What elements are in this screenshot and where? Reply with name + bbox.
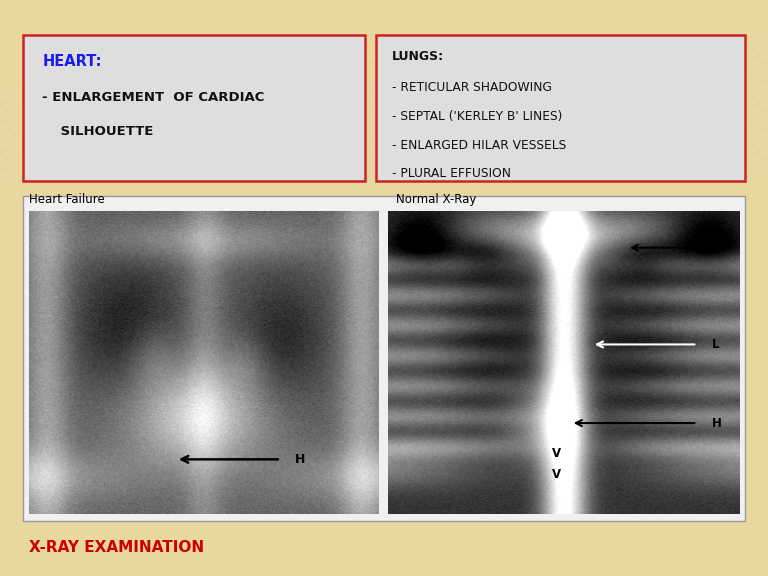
Text: C: C [715, 241, 723, 254]
Text: L: L [711, 338, 719, 351]
Text: V: V [552, 468, 561, 481]
FancyBboxPatch shape [23, 196, 745, 521]
Text: Heart Failure: Heart Failure [29, 193, 105, 206]
Text: - SEPTAL ('KERLEY B' LINES): - SEPTAL ('KERLEY B' LINES) [392, 110, 562, 123]
Text: X-RAY EXAMINATION: X-RAY EXAMINATION [29, 540, 204, 555]
Text: - ENLARGEMENT  OF CARDIAC: - ENLARGEMENT OF CARDIAC [42, 91, 265, 104]
Text: HEART:: HEART: [42, 54, 101, 69]
Text: V: V [552, 447, 561, 460]
FancyBboxPatch shape [23, 35, 365, 181]
Text: - PLURAL EFFUSION: - PLURAL EFFUSION [392, 168, 511, 180]
Text: - RETICULAR SHADOWING: - RETICULAR SHADOWING [392, 81, 551, 94]
Text: H: H [295, 453, 305, 466]
Text: H: H [711, 416, 721, 430]
Text: - ENLARGED HILAR VESSELS: - ENLARGED HILAR VESSELS [392, 139, 566, 151]
Text: SILHOUETTE: SILHOUETTE [42, 126, 154, 138]
FancyBboxPatch shape [376, 35, 745, 181]
Text: LUNGS:: LUNGS: [392, 51, 444, 63]
Text: Normal X-Ray: Normal X-Ray [396, 193, 476, 206]
